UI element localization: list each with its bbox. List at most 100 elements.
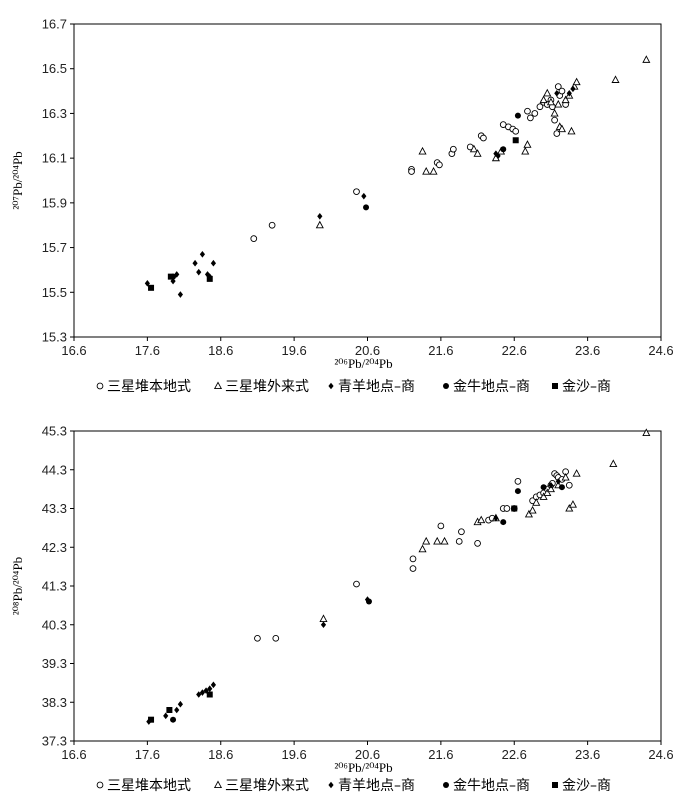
chart-panel-1: 16.6 17.6 18.6 19.6 20.6 21.6 22.6 23.6 24.6 15.3… — [10, 17, 674, 396]
legend-marker-sxd_foreign — [213, 780, 223, 789]
legend-label-sxd_foreign: 三星堆外来式 — [225, 379, 309, 395]
data-point-jinniu — [363, 204, 370, 211]
data-point-qingyang — [548, 481, 554, 489]
legend: 三星堆本地式 三星堆外来式 青羊地点–商 金牛地点–商 金沙–商 — [96, 778, 611, 794]
legend-marker-sxd_local — [96, 382, 104, 390]
data-point-sxd_foreign — [561, 472, 570, 481]
data-point-sxd_foreign — [567, 126, 576, 135]
data-point-sxd_local — [565, 481, 573, 489]
data-point-qingyang — [196, 268, 202, 276]
data-point-sxd_local — [353, 188, 360, 196]
y-tick-label: 16.3 — [42, 106, 67, 121]
data-point-sxd_foreign — [642, 55, 651, 63]
data-point-sxd_foreign — [532, 498, 541, 506]
data-point-sxd_foreign — [528, 505, 537, 514]
data-point-sxd_local — [480, 134, 487, 142]
data-point-sxd_local — [436, 161, 443, 169]
legend-marker-sxd_foreign — [213, 381, 223, 390]
data-point-sxd_local — [503, 505, 511, 512]
x-tick-label: 18.6 — [208, 747, 233, 762]
x-tick-label: 20.6 — [355, 747, 380, 762]
x-tick-label: 22.6 — [502, 747, 527, 762]
y-tick-label: 45.3 — [42, 424, 67, 439]
data-point-sxd_foreign — [546, 97, 555, 106]
x-tick-label: 23.6 — [575, 343, 600, 358]
y-tick-label: 15.9 — [42, 195, 67, 210]
data-point-sxd_local — [408, 168, 415, 175]
data-point-sxd_local — [514, 478, 522, 485]
data-point-sxd_foreign — [473, 149, 482, 157]
data-point-sxd_foreign — [433, 536, 442, 545]
data-point-qingyang — [317, 212, 323, 220]
data-point-sxd_foreign — [609, 459, 618, 467]
data-point-sxd_local — [409, 555, 417, 563]
data-point-sxd_foreign — [418, 146, 427, 155]
data-point-sxd_foreign — [550, 108, 559, 117]
data-point-sxd_local — [536, 103, 544, 111]
data-point-qingyang — [361, 192, 367, 200]
data-point-sxd_foreign — [440, 536, 449, 545]
data-point-jinniu — [500, 519, 507, 526]
x-tick-label: 16.6 — [61, 747, 86, 762]
data-point-qingyang — [495, 152, 501, 160]
x-tick-label: 22.6 — [502, 343, 527, 358]
data-point-qingyang — [203, 687, 209, 694]
data-point-jinsha — [512, 137, 519, 144]
data-point-sxd_foreign — [521, 146, 530, 155]
data-point-jinniu — [514, 112, 521, 119]
data-point-sxd_foreign — [572, 469, 581, 477]
data-point-qingyang — [192, 259, 198, 267]
data-point-sxd_foreign — [429, 166, 438, 175]
data-point-sxd_foreign — [611, 75, 620, 83]
y-tick-label: 16.7 — [42, 17, 67, 32]
data-point-sxd_foreign — [523, 140, 532, 148]
x-tick-label: 19.6 — [281, 343, 306, 358]
legend-label-jinsha: 金沙–商 — [562, 778, 611, 794]
data-point-qingyang — [204, 271, 211, 278]
y-tick-label: 15.7 — [42, 240, 67, 255]
data-point-sxd_foreign — [469, 144, 478, 153]
data-point-sxd_local — [437, 522, 445, 530]
x-tick-label: 20.6 — [355, 343, 380, 358]
data-point-qingyang — [207, 685, 213, 692]
x-axis-label: ²⁰⁶Pb/²⁰⁴Pb — [334, 356, 392, 371]
data-point-sxd_foreign — [418, 544, 427, 553]
legend-marker-qingyang — [328, 382, 334, 390]
legend-label-sxd_local: 三星堆本地式 — [107, 778, 191, 794]
data-point-sxd_foreign — [539, 95, 548, 104]
y-tick-label: 40.3 — [42, 617, 67, 632]
x-tick-label: 17.6 — [135, 747, 160, 762]
x-tick-label: 21.6 — [428, 747, 453, 762]
x-axis-label: ²⁰⁶Pb/²⁰⁴Pb — [334, 760, 392, 775]
data-point-sxd_local — [250, 235, 258, 242]
data-point-jinsha — [206, 691, 213, 698]
data-point-jinniu — [514, 488, 521, 495]
x-tick-label: 18.6 — [208, 343, 233, 358]
y-tick-label: 39.3 — [42, 656, 67, 671]
data-point-sxd_foreign — [565, 503, 574, 512]
data-point-sxd_local — [531, 110, 539, 117]
legend-marker-qingyang — [328, 781, 334, 789]
data-point-sxd_foreign — [543, 488, 552, 497]
legend-label-jinniu: 金牛地点–商 — [453, 778, 530, 794]
x-tick-label: 24.6 — [648, 747, 673, 762]
legend: 三星堆本地式 三星堆外来式 青羊地点–商 金牛地点–商 金沙–商 — [96, 379, 611, 395]
y-tick-label: 43.3 — [42, 501, 67, 516]
data-point-qingyang — [177, 700, 183, 708]
legend-label-jinsha: 金沙–商 — [562, 379, 611, 395]
data-point-jinsha — [148, 284, 155, 291]
x-tick-label: 23.6 — [575, 747, 600, 762]
y-tick-label: 16.1 — [42, 151, 67, 166]
data-point-jinsha — [206, 275, 213, 282]
data-point-jinsha — [166, 707, 173, 713]
data-point-sxd_local — [272, 634, 280, 642]
data-point-sxd_local — [458, 528, 465, 536]
data-point-sxd_local — [254, 634, 261, 642]
legend-marker-sxd_local — [96, 781, 104, 789]
data-point-sxd_local — [524, 107, 531, 115]
data-point-qingyang — [174, 706, 180, 714]
y-tick-label: 37.3 — [42, 734, 67, 749]
legend-marker-jinsha — [552, 782, 558, 788]
data-point-sxd_foreign — [319, 614, 328, 622]
